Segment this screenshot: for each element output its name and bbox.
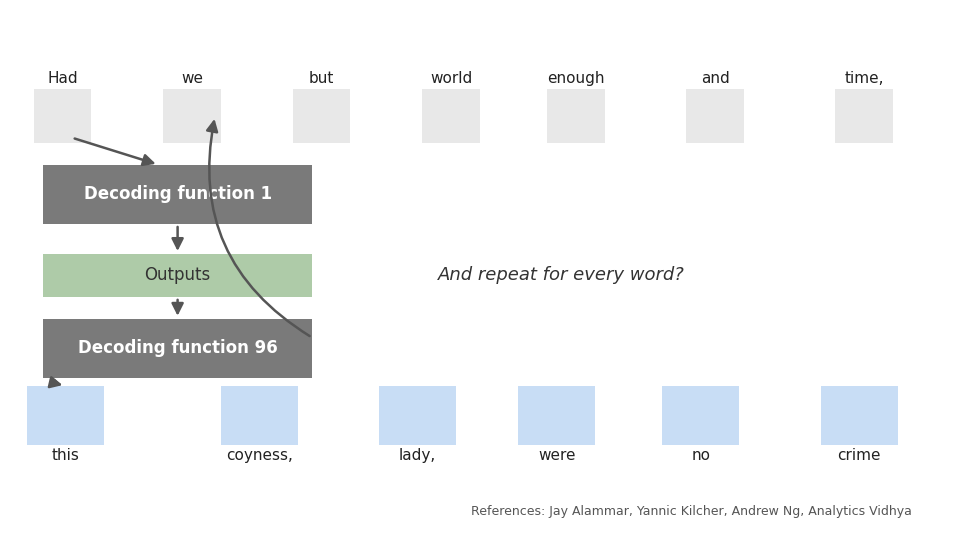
Text: time,: time, [844, 71, 884, 86]
FancyBboxPatch shape [547, 89, 605, 143]
FancyBboxPatch shape [422, 89, 480, 143]
FancyBboxPatch shape [221, 386, 298, 445]
FancyBboxPatch shape [379, 386, 456, 445]
FancyArrowPatch shape [49, 377, 60, 387]
Text: crime: crime [837, 448, 881, 463]
FancyBboxPatch shape [835, 89, 893, 143]
Text: and: and [701, 71, 730, 86]
FancyBboxPatch shape [27, 386, 104, 445]
Text: Outputs: Outputs [144, 266, 211, 285]
FancyBboxPatch shape [662, 386, 739, 445]
Text: lady,: lady, [399, 448, 436, 463]
Text: this: this [51, 448, 80, 463]
FancyBboxPatch shape [293, 89, 350, 143]
FancyBboxPatch shape [43, 165, 312, 224]
Text: coyness,: coyness, [226, 448, 293, 463]
Text: were: were [538, 448, 576, 463]
Text: Decoding function 96: Decoding function 96 [78, 339, 277, 357]
FancyBboxPatch shape [34, 89, 91, 143]
Text: And repeat for every word?: And repeat for every word? [438, 266, 685, 285]
FancyBboxPatch shape [43, 319, 312, 378]
FancyBboxPatch shape [163, 89, 221, 143]
FancyBboxPatch shape [686, 89, 744, 143]
Text: References: Jay Alammar, Yannic Kilcher, Andrew Ng, Analytics Vidhya: References: Jay Alammar, Yannic Kilcher,… [470, 505, 912, 518]
FancyBboxPatch shape [518, 386, 595, 445]
FancyBboxPatch shape [821, 386, 898, 445]
Text: no: no [691, 448, 710, 463]
FancyArrowPatch shape [207, 122, 310, 336]
Text: we: we [181, 71, 203, 86]
Text: but: but [309, 71, 334, 86]
Text: Decoding function 1: Decoding function 1 [84, 185, 272, 204]
Text: world: world [430, 71, 472, 86]
FancyBboxPatch shape [43, 254, 312, 297]
Text: Had: Had [47, 71, 78, 86]
Text: enough: enough [547, 71, 605, 86]
